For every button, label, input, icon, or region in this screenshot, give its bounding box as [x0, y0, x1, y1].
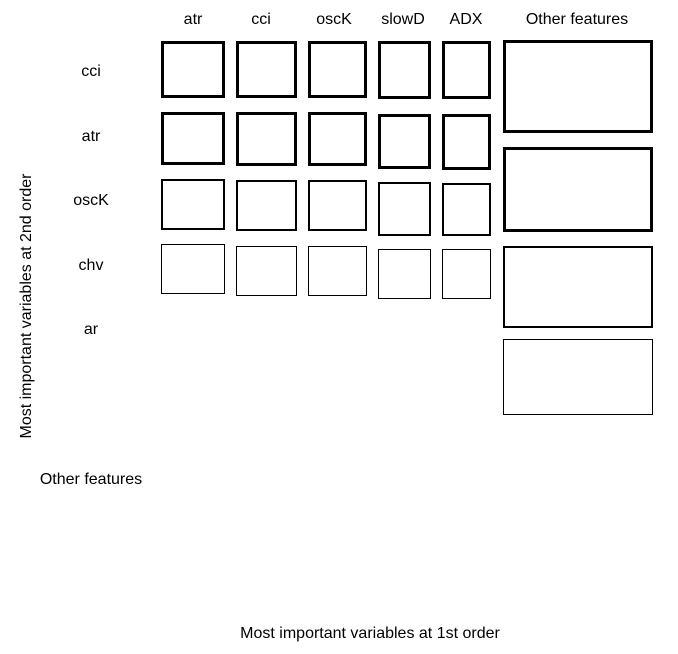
column-label-osck: oscK — [316, 11, 352, 28]
cell-chv-osck — [308, 246, 367, 296]
cell-atr-atr — [161, 112, 225, 165]
cell-cci-osck — [308, 41, 367, 98]
cell-osck-adx — [442, 183, 491, 236]
row-label-cci: cci — [81, 63, 101, 80]
row-label-ar: ar — [83, 321, 99, 338]
cell-chv-slowd — [378, 249, 431, 299]
row-label-osck: oscK — [73, 192, 109, 209]
row-label-chv: chv — [78, 257, 104, 274]
y-axis-label: Most important variables at 2nd order — [18, 173, 35, 439]
cell-other-features-4 — [503, 339, 653, 415]
cell-atr-osck — [308, 112, 367, 166]
row-label-atr: atr — [81, 128, 101, 145]
cell-osck-osck — [308, 180, 367, 231]
cell-cci-cci — [236, 41, 297, 98]
cell-chv-atr — [161, 244, 225, 294]
cell-osck-cci — [236, 180, 297, 231]
cell-cci-adx — [442, 41, 491, 99]
cell-atr-cci — [236, 112, 297, 166]
cell-atr-adx — [442, 114, 491, 170]
x-axis-label: Most important variables at 1st order — [240, 625, 500, 642]
cell-atr-slowd — [378, 114, 431, 169]
column-label-other-features: Other features — [525, 11, 629, 28]
cell-chv-adx — [442, 249, 491, 299]
row-label-other-features: Other features — [39, 471, 143, 488]
cell-chv-cci — [236, 246, 297, 296]
cell-cci-slowd — [378, 41, 431, 99]
column-label-cci: cci — [251, 11, 271, 28]
cell-osck-atr — [161, 179, 225, 230]
column-label-adx: ADX — [449, 11, 483, 28]
column-label-atr: atr — [183, 11, 203, 28]
cell-other-features-3 — [503, 246, 653, 328]
cell-osck-slowd — [378, 182, 431, 236]
cell-cci-atr — [161, 41, 225, 98]
cell-other-features-2 — [503, 147, 653, 232]
cell-other-features-1 — [503, 40, 653, 133]
column-label-slowd: slowD — [381, 11, 425, 28]
